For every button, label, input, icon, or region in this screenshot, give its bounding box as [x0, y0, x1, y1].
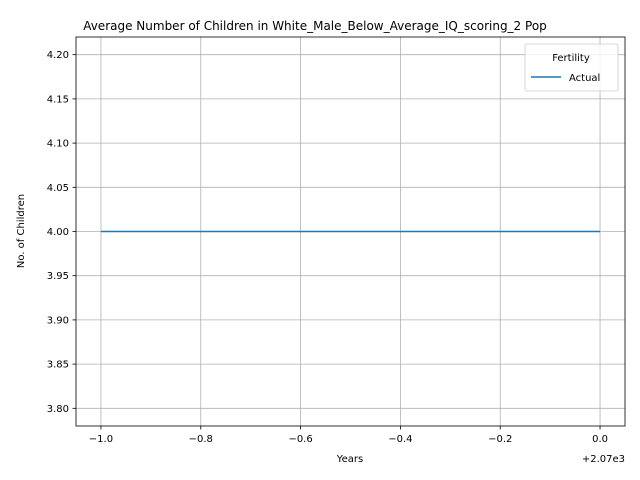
x-tick-label: −1.0 — [89, 434, 113, 445]
y-tick-label: 4.05 — [47, 183, 69, 194]
x-offset-label: +2.07e3 — [582, 454, 625, 465]
x-tick-label: −0.4 — [388, 434, 412, 445]
chart-title: Average Number of Children in White_Male… — [83, 19, 547, 33]
y-tick-label: 4.15 — [47, 94, 69, 105]
x-tick-label: −0.8 — [189, 434, 213, 445]
y-tick-label: 3.85 — [47, 360, 69, 371]
y-axis-label: No. of Children — [16, 194, 27, 268]
x-axis-label: Years — [336, 454, 363, 465]
y-tick-label: 3.90 — [47, 315, 69, 326]
legend-box — [524, 43, 619, 92]
y-tick-label: 4.10 — [47, 139, 69, 150]
x-tick-label: −0.2 — [488, 434, 512, 445]
y-tick-label: 3.95 — [47, 271, 69, 282]
y-tick-label: 4.20 — [47, 50, 69, 61]
ticks-layer: −1.0 −0.8 −0.6 −0.4 −0.2 0.0 3.80 3.85 3.90 3.95 4… — [47, 50, 608, 445]
y-tick-label: 4.00 — [47, 227, 69, 238]
x-tick-label: 0.0 — [592, 434, 608, 445]
y-tick-label: 3.80 — [47, 404, 69, 415]
legend-title: Fertility — [552, 53, 590, 64]
legend-label-actual: Actual — [569, 73, 600, 84]
legend: Fertility Actual — [524, 43, 619, 92]
x-tick-label: −0.6 — [288, 434, 312, 445]
